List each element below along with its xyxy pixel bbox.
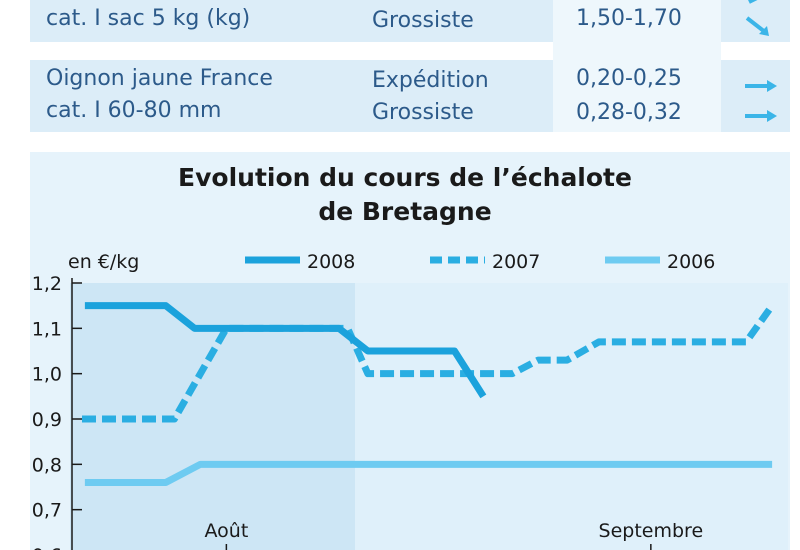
x-tick-label: Août — [204, 520, 248, 542]
product: Oignon jaune France — [46, 66, 273, 91]
y-tick-label: 1,0 — [32, 364, 62, 386]
stage: Grossiste — [372, 100, 474, 125]
y-tick-label: 0,8 — [32, 454, 62, 476]
product: cat. I sac 5 kg (kg) — [46, 6, 251, 31]
y-tick-label: 0,9 — [32, 409, 62, 431]
series-line — [82, 303, 775, 423]
y-tick-label: 0,6 — [32, 545, 62, 550]
y-tick-label: 1,2 — [32, 273, 62, 295]
stage: Grossiste — [372, 8, 474, 33]
legend-label: 2008 — [307, 251, 355, 273]
stage: Expédition — [372, 68, 489, 93]
y-axis-label: en €/kg — [68, 251, 139, 273]
legend-label: 2006 — [667, 251, 715, 273]
chart-title: de Bretagne — [318, 197, 491, 226]
chart-title: Evolution du cours de l’échalote — [178, 163, 632, 192]
series-line — [84, 302, 487, 399]
price: 0,28-0,32 — [576, 100, 682, 125]
trend-icons — [745, 0, 777, 122]
y-tick-label: 1,1 — [32, 318, 62, 340]
series-line — [84, 460, 773, 486]
y-tick-label: 0,7 — [32, 500, 62, 522]
legend-label: 2007 — [492, 251, 540, 273]
price: 1,50-1,70 — [576, 6, 682, 31]
plot-band — [355, 283, 788, 550]
price-column — [553, 0, 721, 132]
product: cat. I 60-80 mm — [46, 98, 222, 123]
price: 0,20-0,25 — [576, 66, 682, 91]
x-tick-label: Septembre — [599, 520, 704, 542]
